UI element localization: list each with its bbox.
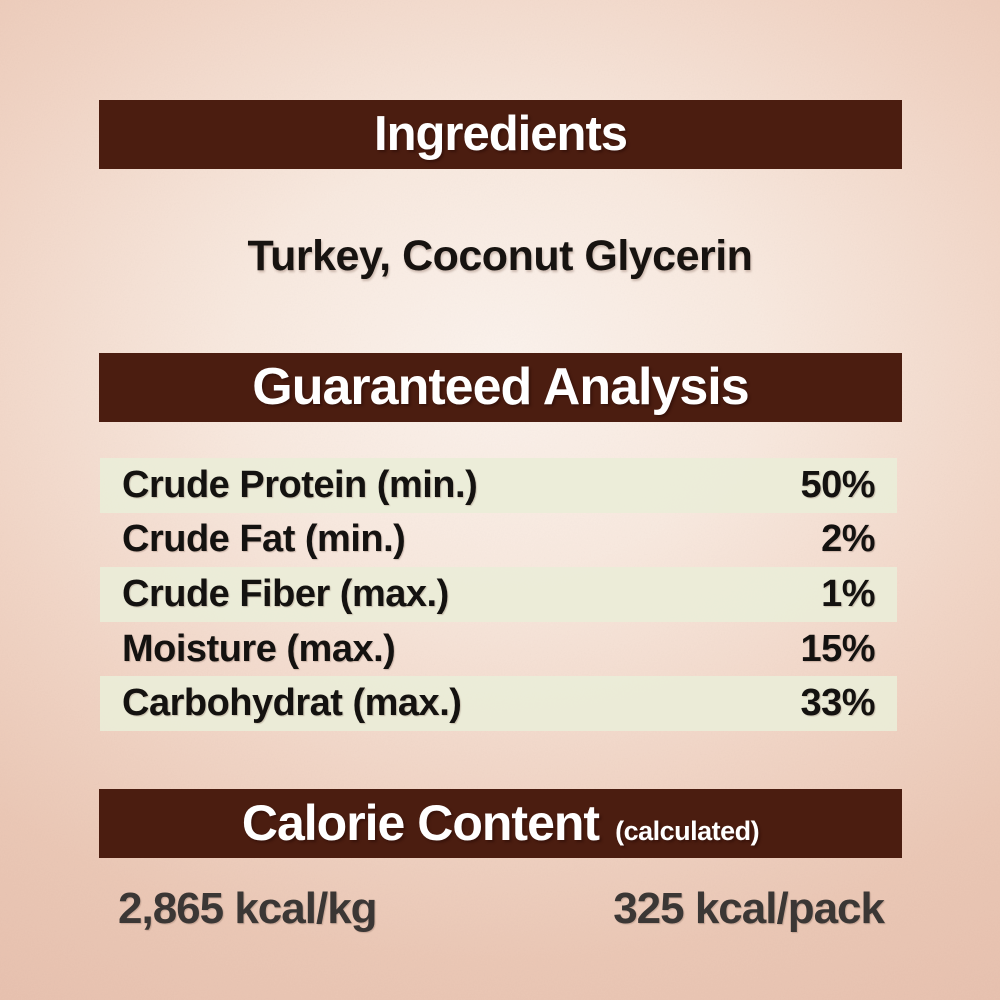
analysis-row-crude-protein: Crude Protein (min.) 50% [100,458,897,513]
calorie-content-header: Calorie Content (calculated) [99,789,902,858]
analysis-row-label: Carbohydrat (max.) [122,682,462,725]
guaranteed-analysis-title: Guaranteed Analysis [252,358,749,416]
analysis-row-value: 2% [821,518,875,561]
analysis-row-moisture: Moisture (max.) 15% [100,622,897,677]
guaranteed-analysis-header: Guaranteed Analysis [99,353,902,422]
analysis-row-value: 33% [800,682,875,725]
calorie-per-kg: 2,865 kcal/kg [118,884,378,933]
analysis-row-label: Crude Fiber (max.) [122,572,449,615]
ingredients-title: Ingredients [373,107,628,161]
analysis-row-value: 15% [800,627,875,670]
calorie-values-row: 2,865 kcal/kg 325 kcal/pack [99,884,902,934]
analysis-row-label: Moisture (max.) [122,627,396,670]
analysis-row-crude-fiber: Crude Fiber (max.) 1% [100,567,897,622]
analysis-row-label: Crude Fat (min.) [122,518,406,561]
ingredients-list: Turkey, Coconut Glycerin [247,232,753,280]
analysis-row-crude-fat: Crude Fat (min.) 2% [100,513,897,568]
calorie-content-title: Calorie Content [241,795,600,851]
analysis-row-label: Crude Protein (min.) [122,463,478,506]
guaranteed-analysis-table: Crude Protein (min.) 50% Crude Fat (min.… [100,458,897,731]
analysis-row-value: 50% [800,463,875,506]
ingredients-header: Ingredients [99,100,902,169]
calorie-content-qualifier: (calculated) [615,816,760,846]
analysis-row-carbohydrat: Carbohydrat (max.) 33% [100,676,897,731]
analysis-row-value: 1% [821,572,875,615]
calorie-per-pack: 325 kcal/pack [613,884,885,933]
